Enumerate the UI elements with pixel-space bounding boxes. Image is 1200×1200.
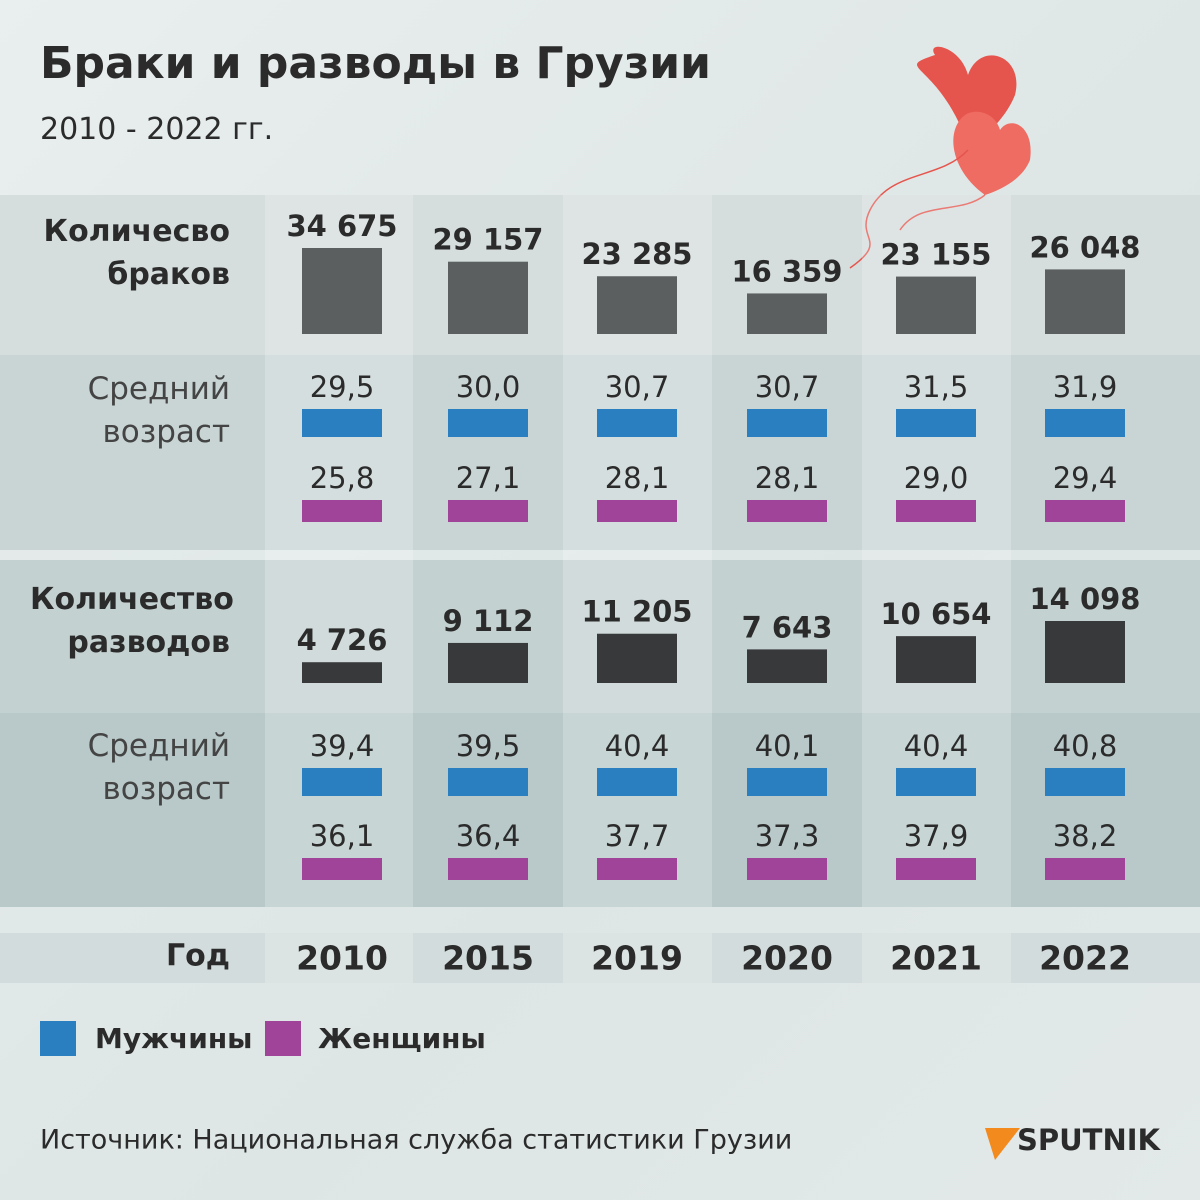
women-bar xyxy=(448,500,528,522)
women-bar xyxy=(896,500,976,522)
women-bar xyxy=(302,500,382,522)
count-bar xyxy=(448,642,528,683)
women-bar xyxy=(1045,500,1125,522)
value-label: 37,7 xyxy=(605,819,670,853)
row-label: Количесво браков xyxy=(43,214,230,292)
value-label: 29,4 xyxy=(1053,461,1118,495)
count-bar xyxy=(896,276,976,334)
value-label: 40,8 xyxy=(1053,729,1118,763)
year-label: 2022 xyxy=(1039,939,1131,978)
row-label: Средний возраст xyxy=(87,371,230,450)
value-label: 23 285 xyxy=(582,237,693,271)
men-bar xyxy=(448,409,528,437)
brand: SPUTNIK xyxy=(1017,1123,1162,1157)
value-label: 11 205 xyxy=(582,595,693,629)
count-bar xyxy=(1045,269,1125,334)
count-bar xyxy=(896,636,976,683)
source: Источник: Национальная служба статистики… xyxy=(40,1125,792,1156)
value-label: 27,1 xyxy=(456,461,521,495)
value-label: 40,1 xyxy=(755,729,820,763)
value-label: 30,7 xyxy=(605,370,670,404)
value-label: 39,4 xyxy=(310,729,375,763)
column-shade xyxy=(265,933,413,983)
value-label: 29 157 xyxy=(433,223,544,257)
women-bar xyxy=(597,858,677,880)
value-label: 36,1 xyxy=(310,819,375,853)
value-label: 30,7 xyxy=(755,370,820,404)
women-bar xyxy=(448,858,528,880)
title: Браки и разводы в Грузии xyxy=(40,38,711,89)
count-bar xyxy=(302,248,382,334)
count-bar xyxy=(302,662,382,683)
year-label: 2019 xyxy=(591,939,683,978)
column-shade xyxy=(563,933,712,983)
balloons xyxy=(849,46,1031,269)
value-label: 9 112 xyxy=(443,604,534,638)
value-label: 10 654 xyxy=(881,597,992,631)
count-bar xyxy=(747,649,827,683)
men-bar xyxy=(896,768,976,796)
value-label: 31,5 xyxy=(904,370,969,404)
value-label: 26 048 xyxy=(1030,230,1141,264)
men-bar xyxy=(747,409,827,437)
year-label: 2020 xyxy=(741,939,833,978)
value-label: 16 359 xyxy=(732,254,843,288)
legend-label: Мужчины xyxy=(95,1022,253,1055)
legend-swatch xyxy=(40,1021,76,1056)
men-bar xyxy=(597,409,677,437)
value-label: 38,2 xyxy=(1053,819,1118,853)
subtitle: 2010 - 2022 гг. xyxy=(40,112,274,147)
value-label: 37,3 xyxy=(755,819,820,853)
year-axis-label: Год xyxy=(166,939,230,974)
men-bar xyxy=(448,768,528,796)
year-label: 2015 xyxy=(442,939,534,978)
legend-label: Женщины xyxy=(318,1022,486,1055)
value-label: 30,0 xyxy=(456,370,521,404)
value-label: 34 675 xyxy=(287,209,398,243)
women-bar xyxy=(747,500,827,522)
value-label: 40,4 xyxy=(605,729,670,763)
value-label: 39,5 xyxy=(456,729,521,763)
count-bar xyxy=(448,261,528,334)
men-bar xyxy=(1045,409,1125,437)
count-bar xyxy=(597,276,677,334)
men-bar xyxy=(597,768,677,796)
logo-mark xyxy=(985,1128,1020,1160)
women-bar xyxy=(597,500,677,522)
value-label: 23 155 xyxy=(881,238,992,272)
row-label: Средний возраст xyxy=(87,728,230,807)
row-bg xyxy=(0,933,1200,983)
value-label: 28,1 xyxy=(755,461,820,495)
value-label: 37,9 xyxy=(904,819,969,853)
value-label: 7 643 xyxy=(742,610,833,644)
count-bar xyxy=(747,293,827,334)
value-label: 36,4 xyxy=(456,819,521,853)
year-label: 2021 xyxy=(890,939,982,978)
men-bar xyxy=(896,409,976,437)
value-label: 29,0 xyxy=(904,461,969,495)
count-bar xyxy=(597,633,677,683)
column-shade xyxy=(862,933,1011,983)
value-label: 28,1 xyxy=(605,461,670,495)
value-label: 29,5 xyxy=(310,370,375,404)
value-label: 40,4 xyxy=(904,729,969,763)
men-bar xyxy=(302,409,382,437)
value-label: 25,8 xyxy=(310,461,375,495)
men-bar xyxy=(1045,768,1125,796)
men-bar xyxy=(302,768,382,796)
value-label: 31,9 xyxy=(1053,370,1118,404)
value-label: 4 726 xyxy=(297,623,388,657)
women-bar xyxy=(747,858,827,880)
row-label: Количество разводов xyxy=(30,582,234,660)
women-bar xyxy=(1045,858,1125,880)
men-bar xyxy=(747,768,827,796)
count-bar xyxy=(1045,621,1125,683)
women-bar xyxy=(896,858,976,880)
year-label: 2010 xyxy=(296,939,388,978)
legend-swatch xyxy=(265,1021,301,1056)
women-bar xyxy=(302,858,382,880)
value-label: 14 098 xyxy=(1030,582,1141,616)
